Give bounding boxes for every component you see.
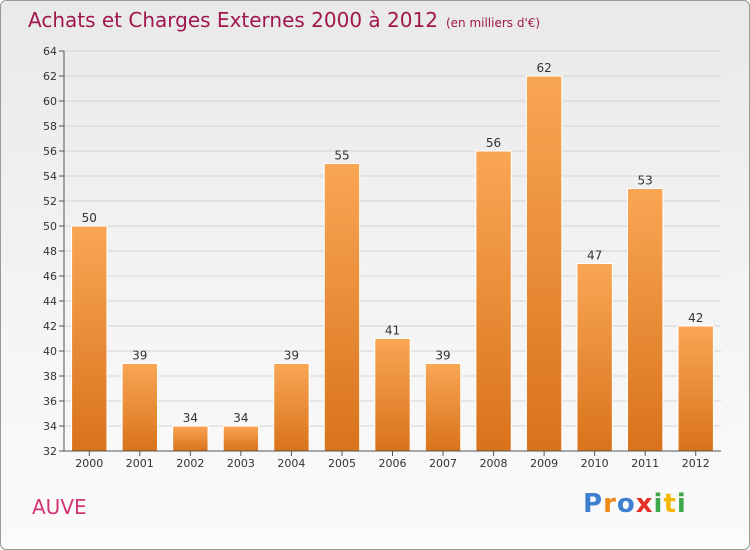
- y-tick-label: 34: [43, 420, 57, 433]
- chart-title-text: Achats et Charges Externes 2000 à 2012: [28, 8, 438, 32]
- bar: [525, 75, 563, 452]
- y-tick-label: 40: [43, 345, 57, 358]
- place-name: AUVE: [32, 495, 87, 519]
- bar: [424, 363, 462, 452]
- data-label: 55: [334, 149, 349, 163]
- y-tick-label: 48: [43, 245, 57, 258]
- bar: [374, 338, 411, 452]
- data-label: 56: [486, 136, 501, 150]
- y-tick-label: 36: [43, 395, 57, 408]
- x-tick-label: 2004: [277, 457, 305, 470]
- data-label: 39: [132, 349, 147, 363]
- y-tick-label: 64: [43, 45, 57, 58]
- y-tick-label: 46: [43, 270, 57, 283]
- y-tick-label: 56: [43, 145, 57, 158]
- bar: [71, 225, 108, 452]
- logo-letter: r: [603, 489, 617, 519]
- chart-title: Achats et Charges Externes 2000 à 2012 (e…: [28, 8, 540, 32]
- x-tick-label: 2010: [581, 457, 609, 470]
- x-tick-label: 2008: [480, 457, 508, 470]
- x-tick-label: 2012: [682, 457, 710, 470]
- bar: [627, 188, 664, 452]
- logo-letter: x: [635, 489, 654, 519]
- data-label: 62: [536, 61, 551, 75]
- y-tick-label: 60: [43, 95, 57, 108]
- y-tick-label: 42: [43, 320, 57, 333]
- y-tick-label: 54: [43, 170, 57, 183]
- proxiti-logo: Proxiti: [583, 489, 687, 519]
- y-tick-label: 38: [43, 370, 57, 383]
- bar: [121, 363, 158, 452]
- chart-unit: (en milliers d'€): [445, 16, 541, 30]
- y-tick-label: 44: [43, 295, 57, 308]
- bar: [323, 163, 361, 452]
- data-label: 47: [587, 249, 602, 263]
- bar: [576, 263, 613, 452]
- bar: [172, 425, 209, 452]
- x-tick-label: 2006: [379, 457, 407, 470]
- data-label: 50: [82, 211, 97, 225]
- bar: [475, 150, 512, 452]
- data-label: 41: [385, 324, 400, 338]
- x-tick-label: 2001: [126, 457, 154, 470]
- x-tick-label: 2003: [227, 457, 255, 470]
- bar: [273, 363, 310, 452]
- x-tick-label: 2005: [328, 457, 356, 470]
- logo-letter: P: [583, 489, 604, 519]
- logo-letter: t: [663, 489, 677, 519]
- data-label: 39: [435, 349, 450, 363]
- y-tick-label: 32: [43, 445, 57, 458]
- y-tick-label: 50: [43, 220, 57, 233]
- y-tick-label: 52: [43, 195, 57, 208]
- data-label: 42: [688, 311, 703, 325]
- x-tick-label: 2002: [176, 457, 204, 470]
- x-tick-label: 2000: [75, 457, 103, 470]
- x-tick-label: 2007: [429, 457, 457, 470]
- y-tick-label: 62: [43, 70, 57, 83]
- logo-letter: i: [676, 489, 687, 519]
- data-label: 34: [183, 411, 198, 425]
- data-label: 39: [284, 349, 299, 363]
- bar: [677, 325, 714, 452]
- bar: [222, 425, 260, 452]
- data-label: 34: [233, 411, 248, 425]
- logo-letter: i: [653, 489, 664, 519]
- data-label: 53: [638, 174, 653, 188]
- y-tick-label: 58: [43, 120, 57, 133]
- x-tick-label: 2009: [530, 457, 558, 470]
- x-tick-label: 2011: [631, 457, 659, 470]
- logo-letter: o: [616, 489, 636, 519]
